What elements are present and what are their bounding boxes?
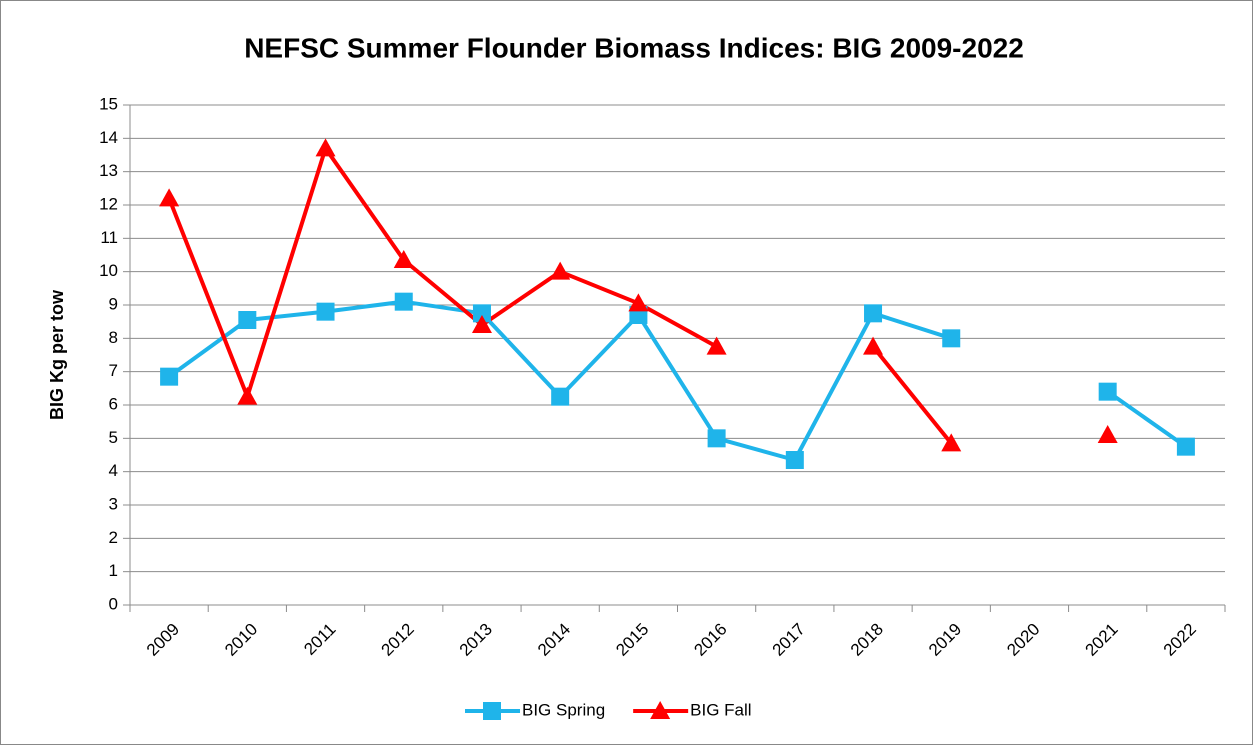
marker — [941, 433, 962, 452]
y-tick-label: 5 — [109, 428, 118, 447]
y-tick-label: 8 — [109, 328, 118, 347]
y-tick-label: 7 — [109, 361, 118, 380]
marker — [707, 429, 726, 448]
marker — [863, 336, 884, 355]
marker — [1176, 437, 1195, 456]
y-tick-label: 14 — [99, 128, 118, 147]
marker — [1097, 425, 1118, 443]
legend-label: BIG Spring — [522, 700, 605, 719]
marker — [238, 311, 257, 329]
marker — [550, 261, 571, 280]
y-tick-label: 6 — [109, 394, 118, 413]
legend-marker — [483, 702, 501, 720]
y-tick-label: 3 — [109, 494, 118, 513]
y-tick-label: 10 — [99, 261, 118, 280]
y-tick-label: 9 — [109, 294, 118, 313]
y-axis-label: BIG Kg per tow — [47, 289, 67, 420]
marker — [316, 302, 335, 321]
y-tick-label: 15 — [99, 94, 118, 113]
marker — [551, 387, 570, 406]
marker — [159, 188, 180, 207]
legend-label: BIG Fall — [690, 700, 751, 719]
marker — [237, 386, 258, 405]
marker — [785, 451, 804, 469]
marker — [942, 329, 961, 348]
y-tick-label: 13 — [99, 161, 118, 180]
marker — [472, 304, 491, 323]
marker — [471, 315, 492, 333]
y-tick-label: 12 — [99, 194, 118, 213]
legend-marker — [650, 701, 671, 719]
y-tick-label: 2 — [109, 528, 118, 547]
marker — [393, 250, 414, 268]
marker — [628, 293, 649, 312]
marker — [1098, 382, 1117, 401]
chart-title: NEFSC Summer Flounder Biomass Indices: B… — [244, 32, 1024, 63]
marker — [394, 292, 413, 311]
y-tick-label: 11 — [100, 228, 118, 247]
marker — [864, 304, 883, 323]
marker — [160, 367, 179, 386]
y-tick-label: 1 — [109, 561, 118, 580]
y-tick-label: 0 — [109, 594, 118, 613]
y-tick-label: 4 — [109, 461, 118, 480]
marker — [315, 138, 336, 157]
marker — [706, 336, 727, 355]
